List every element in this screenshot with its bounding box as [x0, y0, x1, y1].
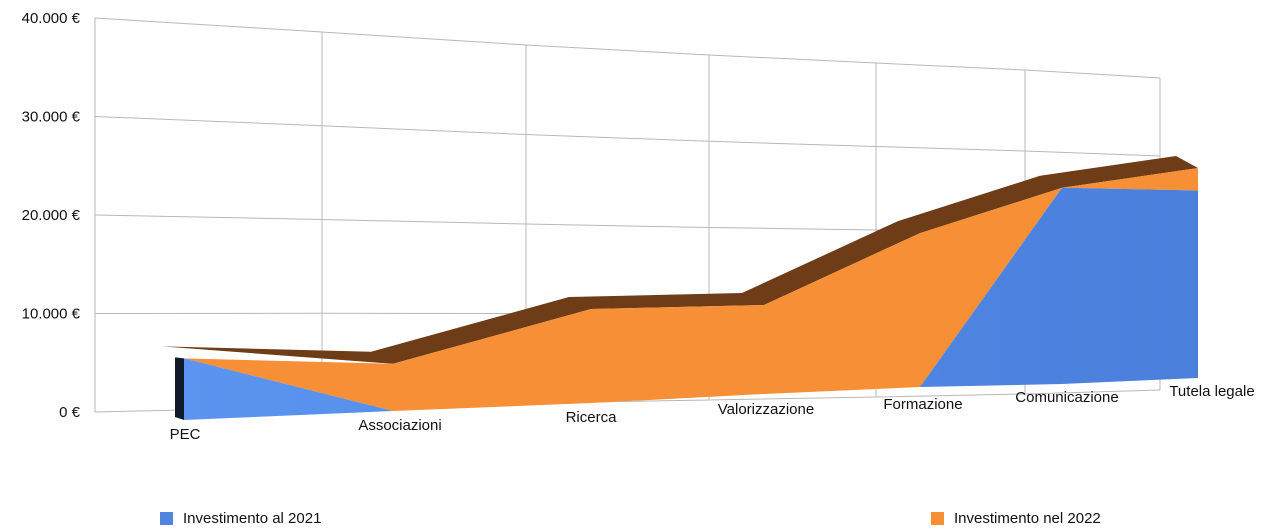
- legend-item-2021: Investimento al 2021: [160, 510, 321, 527]
- legend-swatch-2021: [160, 512, 173, 525]
- y-axis-ticks: 40.000 € 30.000 € 20.000 € 10.000 € 0 €: [22, 10, 81, 421]
- y-tick-label: 10.000 €: [22, 306, 81, 323]
- x-category-label: Ricerca: [566, 409, 618, 426]
- series-2022-area: [184, 168, 1198, 411]
- x-category-label: Tutela legale: [1169, 383, 1254, 400]
- x-category-label: Valorizzazione: [718, 401, 814, 418]
- x-category-label: Comunicazione: [1015, 389, 1118, 406]
- legend-item-2022: Investimento nel 2022: [931, 510, 1101, 527]
- y-tick-label: 20.000 €: [22, 207, 81, 224]
- y-tick-label: 40.000 €: [22, 10, 81, 27]
- grid-horizontal: [94, 17, 1161, 79]
- grid-horizontal: [94, 116, 1161, 157]
- series-areas: [162, 156, 1198, 420]
- series-2022-depth: [162, 156, 1198, 364]
- legend-label-2021: Investimento al 2021: [183, 510, 322, 527]
- y-tick-label: 0 €: [59, 404, 81, 421]
- x-axis-categories: PEC Associazioni Ricerca Valorizzazione Form…: [170, 383, 1255, 443]
- series-2021-area: [184, 187, 1198, 420]
- legend-label-2022: Investimento nel 2022: [954, 510, 1101, 527]
- x-category-label: Associazioni: [358, 417, 441, 434]
- series-front-edge: [175, 357, 184, 420]
- x-category-label: PEC: [170, 426, 201, 443]
- x-category-label: Formazione: [883, 396, 962, 413]
- legend-swatch-2022: [931, 512, 944, 525]
- y-tick-label: 30.000 €: [22, 109, 81, 126]
